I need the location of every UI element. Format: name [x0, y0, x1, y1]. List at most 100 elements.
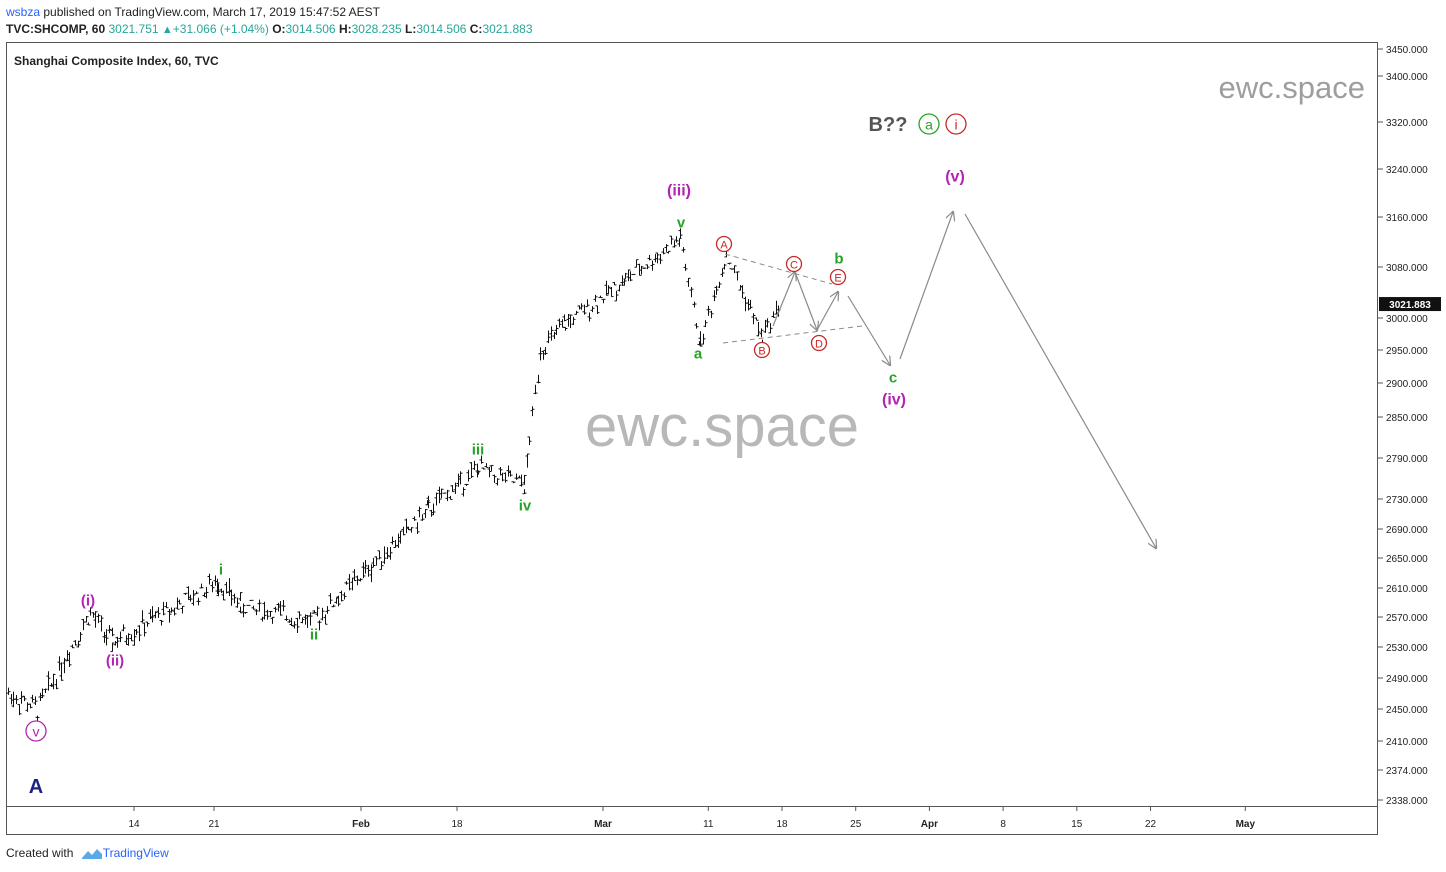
wave-label: v	[677, 214, 686, 231]
low-label: L:	[405, 22, 417, 36]
wave-label: C	[790, 260, 798, 272]
tradingview-link[interactable]: TradingView	[102, 846, 169, 860]
price-tick-label: 2900.000	[1386, 379, 1428, 390]
wave-label: i	[219, 561, 223, 578]
price-tick-label: 3450.000	[1386, 45, 1428, 56]
close-value: 3021.883	[482, 22, 533, 36]
wave-label: iii	[472, 441, 485, 458]
wave-label: a	[925, 117, 933, 133]
time-tick-label: 8	[1000, 819, 1006, 830]
projection-arrow	[899, 212, 953, 360]
wave-label: (iii)	[667, 183, 691, 200]
high-label: H:	[338, 22, 352, 36]
price-axis[interactable]: 3450.000 3400.000 3320.000 3240.000 3160.000…	[1378, 45, 1441, 807]
wave-label-circle	[810, 334, 828, 352]
price-tick-label: 2570.000	[1386, 613, 1428, 624]
last-price-badge	[1379, 297, 1441, 312]
price-tick-label: 3160.000	[1386, 213, 1428, 224]
time-tick-label: Mar	[594, 819, 612, 830]
projection-arrow	[847, 295, 890, 365]
wave-label: E	[834, 273, 841, 285]
projection-arrow	[816, 292, 838, 331]
symbol-label: TVC:SHCOMP, 60	[6, 22, 106, 36]
wave-label: (iv)	[882, 392, 906, 409]
price-axis-separator	[1377, 42, 1378, 835]
wave-label: v	[33, 724, 40, 740]
price-tick-label: 2950.000	[1386, 346, 1428, 357]
price-tick-label: 2610.000	[1386, 584, 1428, 595]
wave-label: c	[889, 369, 897, 386]
publish-info: wsbza published on TradingView.com, Marc…	[6, 5, 380, 19]
wave-label: A	[720, 240, 728, 252]
wave-label: iv	[519, 497, 532, 514]
last-price-label: 3021.883	[1389, 300, 1431, 311]
wave-labels: v(i)(ii)iiiiiiivv(iii)aABCDEbc(iv)(v)B??…	[25, 113, 967, 798]
price-tick-label: 2850.000	[1386, 413, 1428, 424]
projection-arrow	[772, 272, 795, 327]
price-tick-label: 2690.000	[1386, 525, 1428, 536]
close-label: C:	[469, 22, 483, 36]
price-bars	[6, 228, 781, 721]
created-with-label: Created with	[6, 846, 74, 860]
wave-label: D	[815, 339, 823, 351]
time-tick-label: Feb	[352, 819, 370, 830]
time-tick-label: 22	[1145, 819, 1157, 830]
watermark-large: ewc.space	[585, 394, 859, 459]
wave-label-circle	[753, 341, 771, 359]
wave-label: ii	[310, 626, 318, 643]
price-tick-label: 3240.000	[1386, 165, 1428, 176]
time-tick-label: May	[1236, 819, 1256, 830]
wave-label: (v)	[945, 169, 965, 186]
price-tick-label: 3320.000	[1386, 118, 1428, 129]
price-tick-label: 2730.000	[1386, 495, 1428, 506]
time-tick-label: 18	[776, 819, 788, 830]
wave-label: i	[954, 117, 957, 133]
triangle-lower-trendline	[722, 325, 863, 344]
price-tick-label: 2650.000	[1386, 554, 1428, 565]
time-axis-separator	[6, 806, 1378, 807]
author-link[interactable]: wsbza	[6, 5, 41, 19]
projection-arrow	[794, 271, 817, 330]
wave-label-circle	[945, 113, 967, 135]
up-triangle-icon: ▲	[161, 24, 173, 36]
time-tick-label: 14	[128, 819, 140, 830]
wave-label: A	[29, 776, 43, 798]
price-tick-label: 2338.000	[1386, 796, 1428, 807]
published-text: published on TradingView.com, March 17, …	[40, 5, 381, 19]
wave-label: b	[834, 250, 843, 267]
high-value: 3028.235	[351, 22, 402, 36]
pane-title: Shanghai Composite Index, 60, TVC	[14, 54, 219, 68]
price-tick-label: 2374.000	[1386, 766, 1428, 777]
time-axis[interactable]: 14 21 Feb 18 Mar 11 18 25 Apr 8 15 22 May	[128, 807, 1255, 830]
time-tick-label: 25	[850, 819, 862, 830]
price-tick-label: 3000.000	[1386, 314, 1428, 325]
projection-arrow	[964, 213, 1156, 548]
ohlc-line: TVC:SHCOMP, 60 3021.751 ▲+31.066 (+1.04%…	[6, 22, 533, 36]
time-tick-label: Apr	[921, 819, 938, 830]
tradingview-logo-icon[interactable]	[81, 846, 103, 860]
wave-label: a	[694, 345, 703, 362]
wave-label: (i)	[81, 592, 95, 609]
wave-label-circle	[918, 113, 940, 135]
wave-label-circle	[829, 268, 847, 286]
wave-label: B	[758, 346, 765, 358]
time-tick-label: 15	[1071, 819, 1083, 830]
time-tick-label: 21	[208, 819, 220, 830]
last-value: 3021.751	[108, 22, 159, 36]
change-value: +31.066 (+1.04%)	[172, 22, 269, 36]
price-tick-label: 2450.000	[1386, 705, 1428, 716]
low-value: 3014.506	[416, 22, 467, 36]
footer: Created with TradingView	[6, 846, 169, 860]
open-value: 3014.506	[285, 22, 336, 36]
wave-label-circle	[715, 235, 733, 253]
price-tick-label: 3080.000	[1386, 263, 1428, 274]
triangle-upper-trendline	[724, 253, 833, 285]
time-tick-label: 18	[451, 819, 463, 830]
price-tick-label: 2490.000	[1386, 674, 1428, 685]
watermark-small: ewc.space	[1219, 70, 1365, 105]
projection-arrows	[722, 212, 1156, 548]
wave-label-circle	[785, 255, 803, 273]
wave-label: (ii)	[106, 652, 124, 669]
price-tick-label: 2790.000	[1386, 454, 1428, 465]
